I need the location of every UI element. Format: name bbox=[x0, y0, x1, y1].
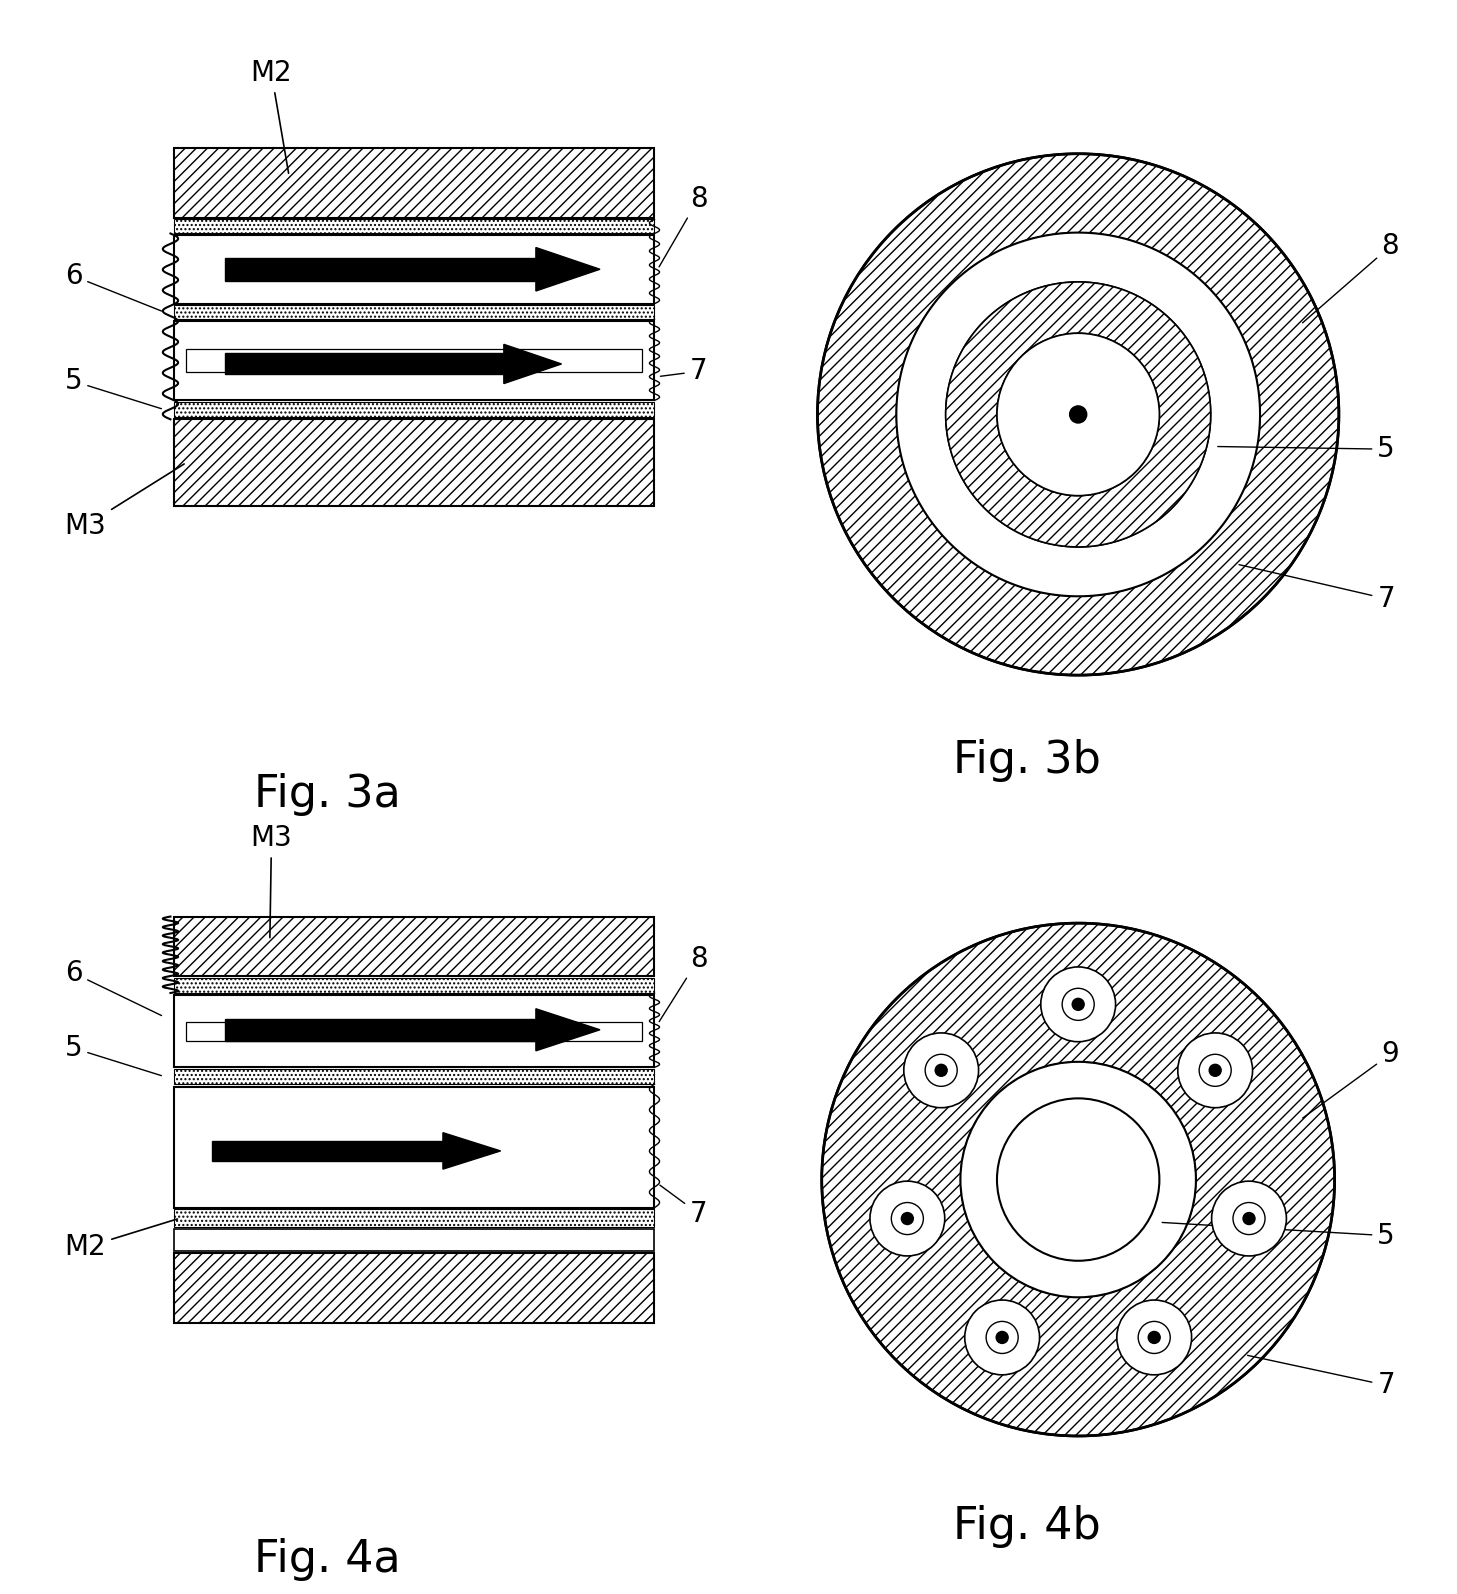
Text: 5: 5 bbox=[64, 367, 162, 408]
Circle shape bbox=[1243, 1213, 1254, 1224]
Polygon shape bbox=[536, 1009, 600, 1050]
Polygon shape bbox=[443, 1133, 501, 1168]
Circle shape bbox=[925, 1054, 957, 1087]
Polygon shape bbox=[536, 247, 600, 292]
Bar bbox=[173, 402, 654, 418]
Circle shape bbox=[892, 1202, 924, 1235]
Circle shape bbox=[1148, 1331, 1160, 1344]
Circle shape bbox=[1212, 1181, 1287, 1256]
Bar bbox=[173, 1068, 654, 1084]
Bar bbox=[173, 320, 654, 400]
Text: Fig. 3a: Fig. 3a bbox=[254, 773, 401, 816]
Text: 8: 8 bbox=[1303, 233, 1399, 324]
Bar bbox=[173, 995, 654, 1068]
PathPatch shape bbox=[817, 153, 1339, 676]
Bar bbox=[186, 1022, 641, 1041]
Circle shape bbox=[997, 333, 1160, 496]
Text: 8: 8 bbox=[659, 945, 707, 1022]
Text: M2: M2 bbox=[251, 59, 293, 174]
Bar bbox=[173, 419, 654, 505]
Circle shape bbox=[902, 1213, 914, 1224]
Circle shape bbox=[1209, 1065, 1221, 1076]
Text: Fig. 4b: Fig. 4b bbox=[953, 1505, 1101, 1548]
Bar bbox=[173, 917, 654, 976]
Bar bbox=[173, 977, 654, 993]
Bar bbox=[173, 304, 654, 319]
Bar bbox=[173, 234, 654, 303]
Bar bbox=[224, 354, 504, 375]
Text: 9: 9 bbox=[1303, 1039, 1399, 1117]
Circle shape bbox=[1040, 968, 1116, 1042]
Text: 7: 7 bbox=[660, 357, 707, 386]
Text: 6: 6 bbox=[64, 261, 162, 311]
Text: 5: 5 bbox=[1163, 1221, 1394, 1250]
Circle shape bbox=[1118, 1301, 1192, 1376]
Text: 7: 7 bbox=[1247, 1355, 1394, 1400]
Circle shape bbox=[903, 1033, 979, 1108]
Circle shape bbox=[960, 1062, 1196, 1298]
Text: Fig. 3b: Fig. 3b bbox=[953, 740, 1101, 783]
Circle shape bbox=[1138, 1321, 1170, 1353]
Bar bbox=[173, 1229, 654, 1251]
Circle shape bbox=[965, 1301, 1039, 1376]
Circle shape bbox=[1069, 406, 1087, 422]
Text: M3: M3 bbox=[251, 824, 293, 937]
Bar bbox=[173, 148, 654, 218]
Circle shape bbox=[986, 1321, 1018, 1353]
Text: 8: 8 bbox=[659, 185, 707, 266]
Circle shape bbox=[1199, 1054, 1231, 1087]
Bar bbox=[173, 1087, 654, 1208]
Text: 7: 7 bbox=[1238, 564, 1394, 612]
Text: M2: M2 bbox=[64, 1219, 178, 1261]
PathPatch shape bbox=[822, 923, 1335, 1436]
Bar bbox=[186, 349, 641, 373]
Circle shape bbox=[997, 1098, 1160, 1261]
Bar bbox=[224, 258, 536, 281]
Polygon shape bbox=[504, 344, 561, 384]
Bar bbox=[173, 220, 654, 233]
Circle shape bbox=[997, 1331, 1008, 1344]
Bar bbox=[173, 1208, 654, 1227]
Text: 6: 6 bbox=[64, 960, 162, 1015]
Text: 5: 5 bbox=[1218, 435, 1394, 464]
Text: M3: M3 bbox=[64, 464, 184, 540]
Bar bbox=[224, 1019, 536, 1041]
Circle shape bbox=[870, 1181, 944, 1256]
PathPatch shape bbox=[946, 282, 1211, 547]
Text: 7: 7 bbox=[660, 1184, 707, 1227]
Circle shape bbox=[1177, 1033, 1253, 1108]
PathPatch shape bbox=[896, 233, 1260, 596]
Circle shape bbox=[1233, 1202, 1265, 1235]
Circle shape bbox=[1072, 998, 1084, 1011]
Bar bbox=[173, 1253, 654, 1323]
Circle shape bbox=[1062, 988, 1094, 1020]
Text: Fig. 4a: Fig. 4a bbox=[254, 1538, 401, 1581]
Text: 5: 5 bbox=[64, 1035, 162, 1076]
Circle shape bbox=[935, 1065, 947, 1076]
Bar bbox=[213, 1141, 443, 1160]
